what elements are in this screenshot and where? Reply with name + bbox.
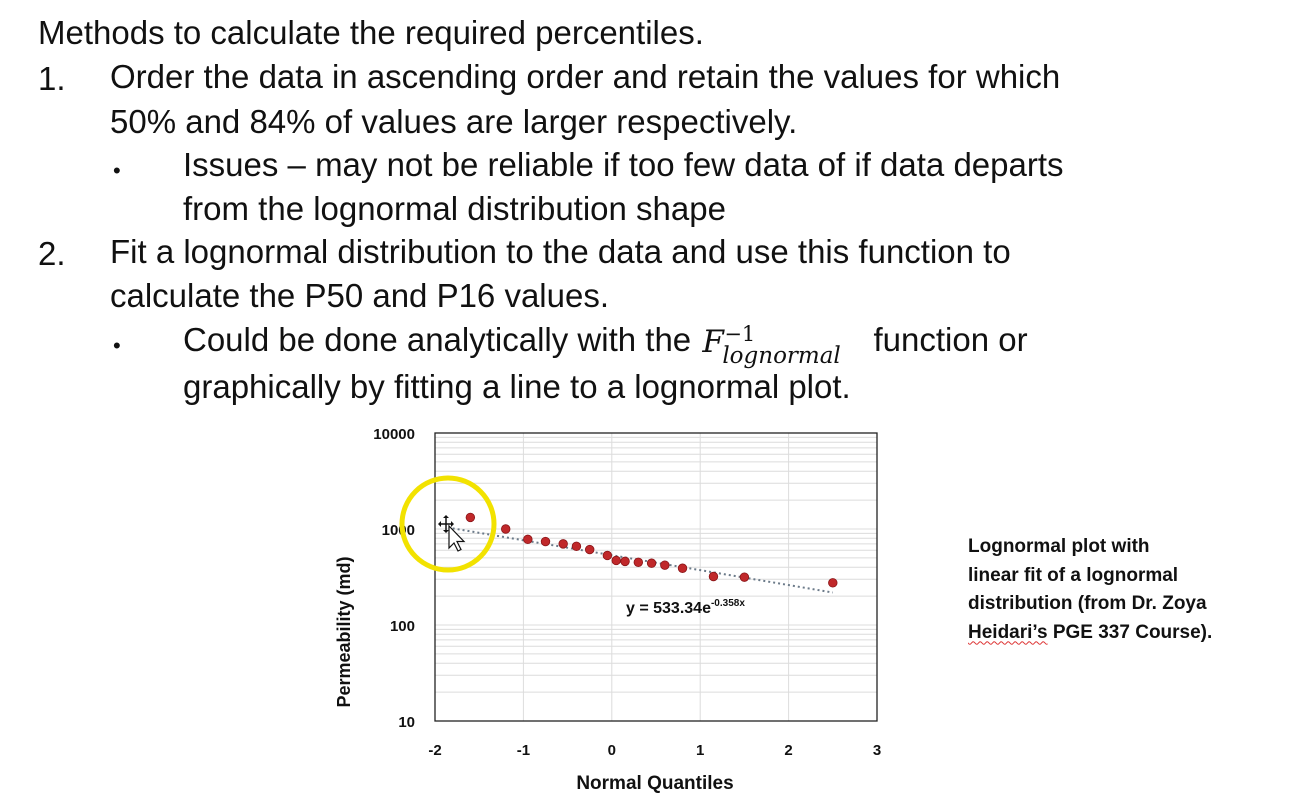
highlight-circle	[399, 475, 497, 573]
item-2-line1: Fit a lognormal distribution to the data…	[110, 233, 1011, 270]
data-point	[739, 572, 750, 582]
y-tick-label: 10000	[373, 426, 415, 443]
y-axis-label: Permeability (md)	[334, 556, 354, 707]
slide-title: Methods to calculate the required percen…	[38, 14, 704, 51]
chart-grid	[435, 433, 877, 721]
item-1-line2: 50% and 84% of values are larger respect…	[110, 103, 798, 140]
data-point	[646, 558, 657, 568]
item-1-sub-line1: Issues – may not be reliable if too few …	[183, 146, 1064, 183]
x-tick-label: -2	[428, 742, 441, 759]
item-2-number: 2.	[38, 235, 66, 272]
caption-line: Lognormal plot with	[968, 536, 1150, 557]
item-2-line2: calculate the P50 and P16 values.	[110, 277, 610, 314]
data-point	[540, 536, 551, 547]
data-point	[501, 524, 511, 534]
x-tick-label: 0	[608, 742, 616, 759]
bullet-dot: •	[113, 158, 121, 183]
data-point	[633, 557, 644, 567]
x-tick-label: 1	[696, 742, 704, 759]
item-1-number: 1.	[38, 60, 66, 97]
plot-area-border	[434, 432, 878, 722]
data-point	[558, 539, 568, 549]
x-tick-label: -1	[517, 742, 530, 759]
data-point	[620, 556, 630, 567]
x-tick-label: 3	[873, 742, 881, 759]
y-tick-label: 10	[398, 714, 415, 731]
item-2-sub-post: function or	[864, 321, 1028, 358]
item-1-line1: Order the data in ascending order and re…	[110, 58, 1061, 95]
data-point	[828, 578, 838, 588]
inverse-cdf-formula: F −1 lognormal	[700, 318, 864, 369]
data-point	[660, 560, 670, 570]
item-1-sub-line2: from the lognormal distribution shape	[183, 190, 726, 227]
trendline	[452, 527, 833, 594]
item-2-sub-line2: graphically by fitting a line to a logno…	[183, 368, 851, 405]
y-tick-label: 100	[390, 618, 415, 635]
data-point	[602, 550, 613, 561]
x-tick-label: 2	[784, 742, 792, 759]
spellcheck-word: Heidari’s	[968, 621, 1048, 643]
bullet-dot: •	[113, 333, 121, 358]
y-tick-label: 1000	[382, 522, 415, 539]
caption-line: Heidari’s PGE 337 Course).	[968, 621, 1213, 643]
caption-line: linear fit of a lognormal	[968, 564, 1179, 586]
data-point	[585, 544, 595, 555]
move-cursor-icon	[438, 515, 466, 552]
data-point	[523, 534, 533, 545]
x-axis-label: Normal Quantiles	[576, 773, 733, 794]
math-sub: lognormal	[722, 343, 841, 369]
data-point	[677, 563, 688, 573]
equation-label: y = 533.34e-0.358x	[626, 598, 745, 617]
math-base: F	[702, 324, 724, 360]
data-point	[611, 555, 621, 566]
equation-exponent: -0.358x	[711, 598, 745, 609]
math-sup: −1	[724, 322, 756, 346]
data-point	[571, 541, 582, 552]
data-point	[465, 512, 476, 523]
item-2-sub-line1: Could be done analytically with the F −1 l…	[183, 318, 1028, 369]
caption-line: distribution (from Dr. Zoya	[968, 593, 1207, 614]
figure-caption: Lognormal plot with linear fit of a logn…	[968, 533, 1288, 647]
item-2-sub-pre: Could be done analytically with the	[183, 321, 701, 358]
data-point	[708, 571, 719, 582]
